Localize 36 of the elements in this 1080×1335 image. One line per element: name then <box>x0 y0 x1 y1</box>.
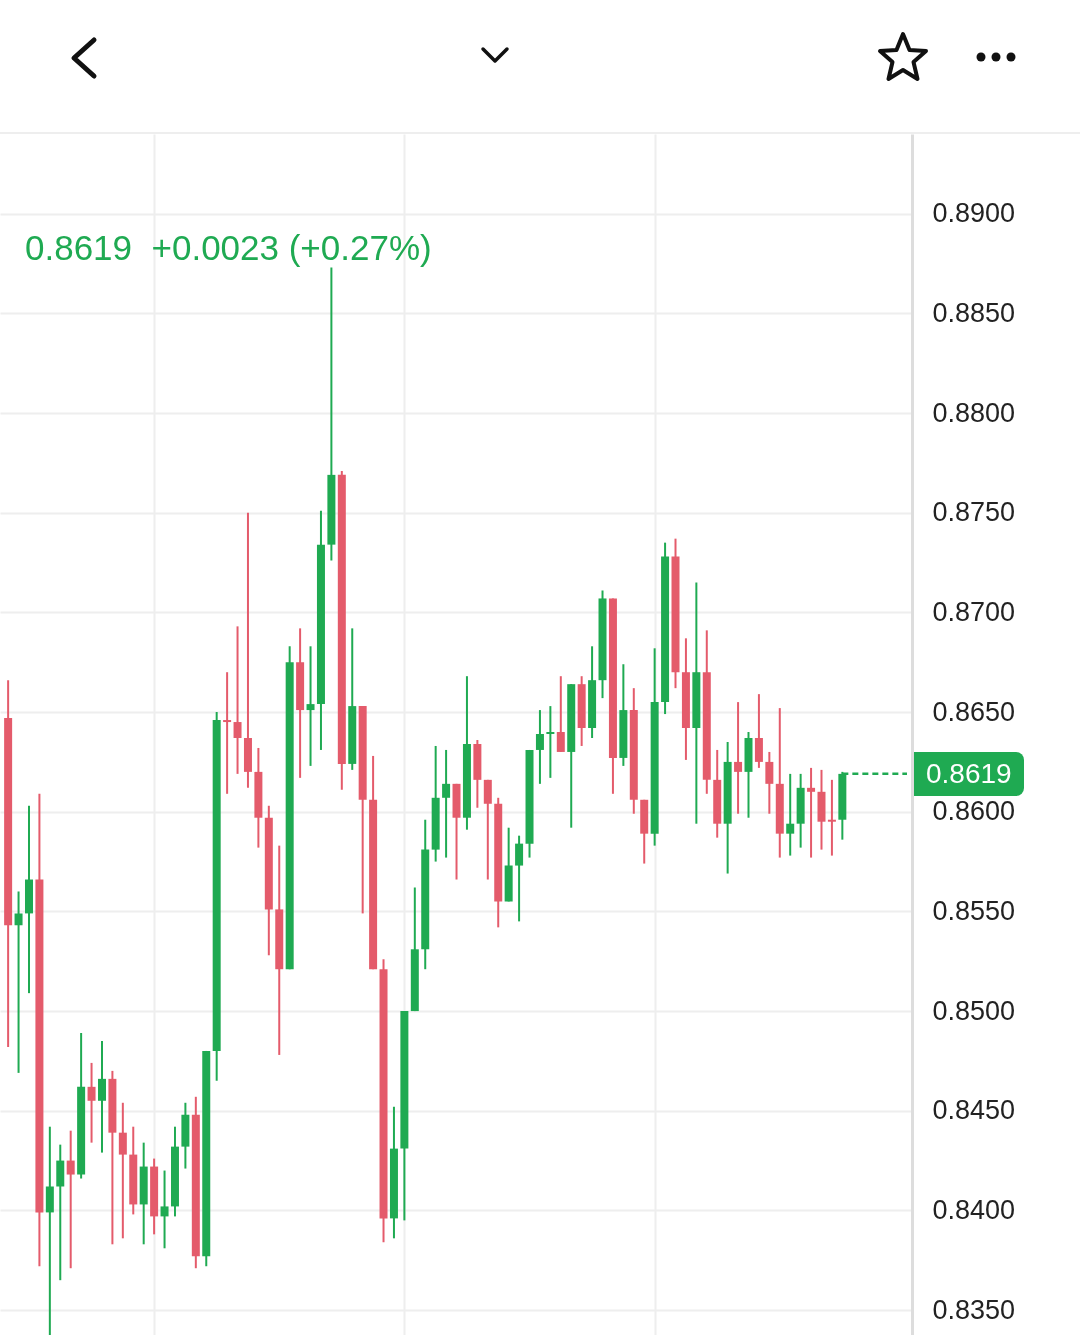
candlestick <box>87 1061 96 1144</box>
y-tick-label: 0.8400 <box>932 1194 1016 1225</box>
candlestick <box>483 778 492 881</box>
candlestick <box>734 701 743 815</box>
y-tick-label: 0.8500 <box>932 995 1016 1026</box>
candlestick <box>556 675 565 753</box>
y-tick-label: 0.8800 <box>932 397 1016 428</box>
candlestick <box>160 1169 169 1250</box>
y-tick-label: 0.8550 <box>932 895 1016 926</box>
y-tick-label: 0.8700 <box>932 596 1016 627</box>
candlestick <box>786 772 795 857</box>
y-tick-label: 0.8600 <box>932 796 1016 827</box>
y-tick-label: 0.8750 <box>932 497 1016 528</box>
candlestick <box>97 1039 106 1154</box>
text: 0.8619 +0.0023 (+0.27%) <box>25 228 432 268</box>
y-tick-label: 0.8850 <box>932 297 1016 328</box>
candlestick <box>546 705 555 779</box>
candlestick <box>535 709 544 785</box>
candlestick <box>807 766 816 859</box>
candlestick <box>515 834 524 923</box>
candlestick <box>14 890 23 1074</box>
y-tick-label: 0.8450 <box>932 1095 1016 1126</box>
ref-line-label: 0.8619 <box>914 751 1024 796</box>
candlestick <box>827 778 836 857</box>
y-tick-label: 0.8350 <box>932 1294 1016 1325</box>
y-tick-label: 0.8650 <box>932 696 1016 727</box>
y-tick-label: 0.8900 <box>932 198 1016 229</box>
candlestick <box>243 511 252 789</box>
candlestick <box>233 625 242 775</box>
candlestick <box>442 748 451 859</box>
candlestick <box>765 750 774 815</box>
candlestick <box>223 671 232 795</box>
candlestick <box>66 1129 75 1270</box>
candlestick <box>306 645 315 767</box>
candlestick <box>754 693 763 769</box>
candlestick <box>118 1101 127 1240</box>
